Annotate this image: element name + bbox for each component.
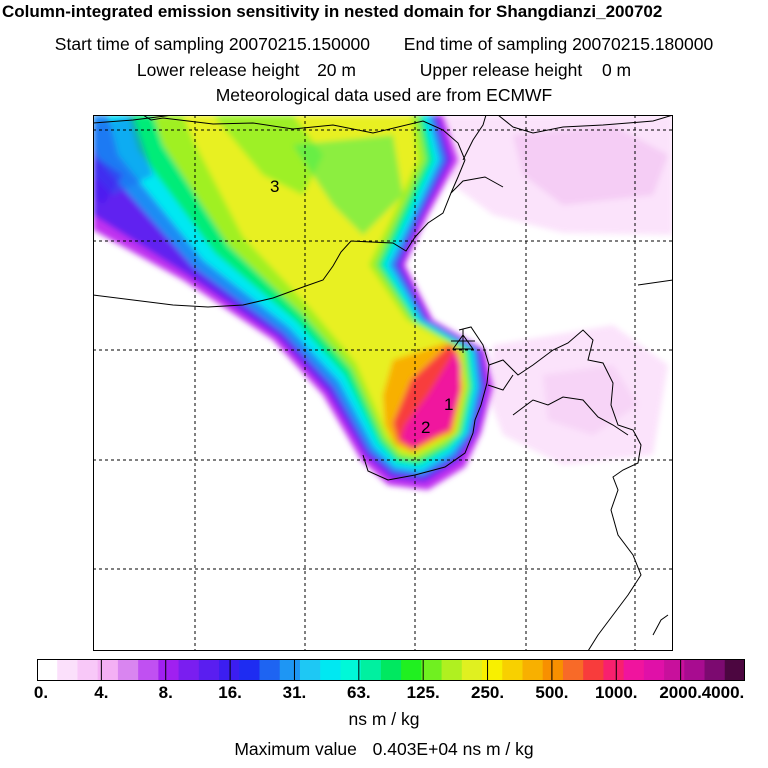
color-scale-cell xyxy=(219,659,240,681)
color-scale-cell xyxy=(239,659,261,681)
plume xyxy=(93,115,493,490)
color-scale-unit: ns m / kg xyxy=(348,709,420,729)
color-scale-cell xyxy=(401,659,422,681)
end-time-value: 20070215.180000 xyxy=(572,34,714,54)
color-scale-bar xyxy=(37,659,745,681)
upper-height-label: Upper release height xyxy=(419,60,583,80)
release-height-line: Lower release height 20 m Upper release … xyxy=(0,60,768,80)
color-scale-cell xyxy=(57,659,78,681)
maximum-value-line: Maximum value 0.403E+04 ns m / kg xyxy=(0,739,768,760)
color-scale-tick-label: 4. xyxy=(94,683,109,702)
end-time-label: End time of sampling xyxy=(403,34,568,54)
color-scale-cell xyxy=(542,659,564,681)
plume-label-1: 1 xyxy=(444,395,453,414)
color-scale-cell xyxy=(502,659,523,681)
map-frame xyxy=(93,115,673,651)
color-scale-cell xyxy=(97,659,119,681)
color-scale-tick-label: 250. xyxy=(470,683,505,702)
color-scale-cell xyxy=(704,659,726,681)
color-scale-cell xyxy=(421,659,443,681)
color-scale-cell xyxy=(664,659,685,681)
color-scale-tick-label: 31. xyxy=(282,683,307,702)
color-scale-cell xyxy=(360,659,382,681)
maximum-value: 0.403E+04 ns m / kg xyxy=(372,739,534,759)
color-scale-cell xyxy=(482,659,503,681)
sampling-time-line: Start time of sampling 20070215.150000 E… xyxy=(0,34,768,54)
upper-height-value: 0 m xyxy=(601,60,632,80)
color-scale-cell xyxy=(198,659,220,681)
color-scale-tick-label: 63. xyxy=(346,683,371,702)
start-time-label: Start time of sampling xyxy=(54,34,225,54)
color-scale-cell xyxy=(380,659,402,681)
lower-height-value: 20 m xyxy=(317,60,356,80)
color-scale-cell xyxy=(603,659,625,681)
lower-height-label: Lower release height xyxy=(136,60,300,80)
color-scale-cell xyxy=(117,659,139,681)
color-scale-tick-label: 125. xyxy=(406,683,440,702)
map-title: Column-integrated emission sensitivity i… xyxy=(2,2,663,21)
plume-label-2: 2 xyxy=(421,418,430,437)
color-scale-cell xyxy=(340,659,362,681)
color-scale-cell xyxy=(299,659,321,681)
color-scale-cell xyxy=(461,659,483,681)
color-scale-tick-label: 8. xyxy=(158,683,173,702)
met-data-line: Meteorological data used are from ECMWF xyxy=(215,85,553,105)
color-scale-cell xyxy=(259,659,281,681)
color-scale-cell xyxy=(158,659,180,681)
color-scale-cell xyxy=(279,659,301,681)
sensitivity-map: 3 1 2 xyxy=(93,115,673,651)
maximum-value-label: Maximum value xyxy=(234,739,357,759)
color-scale-cell xyxy=(724,659,745,681)
color-scale-cell xyxy=(684,659,706,681)
color-scale-cell xyxy=(522,659,544,681)
faint-sensitivity-east xyxy=(443,115,673,465)
color-scale-tick-label: 1000. xyxy=(594,683,638,702)
color-scale-cell xyxy=(138,659,159,681)
start-time-value: 20070215.150000 xyxy=(228,34,371,54)
color-scale-tick-label: 16. xyxy=(218,683,242,702)
plume-label-3: 3 xyxy=(270,177,279,196)
color-scale-tick-label: 2000. xyxy=(659,683,702,702)
color-scale-cell xyxy=(320,659,341,681)
color-scale-cell xyxy=(178,659,200,681)
color-scale-cell xyxy=(441,659,463,681)
graticule xyxy=(93,115,673,651)
color-scale-cell xyxy=(562,659,584,681)
color-scale-tick-label: 0. xyxy=(33,683,49,702)
color-scale-tick-label: 500. xyxy=(535,683,569,702)
color-scale-cell xyxy=(623,659,645,681)
color-scale-cell xyxy=(583,659,604,681)
receptor-marker-icon xyxy=(451,329,475,353)
color-scale-cell xyxy=(643,659,665,681)
color-scale-cell xyxy=(37,659,58,681)
color-scale-cell xyxy=(77,659,99,681)
color-scale-tick-label: 4000. xyxy=(701,683,745,702)
